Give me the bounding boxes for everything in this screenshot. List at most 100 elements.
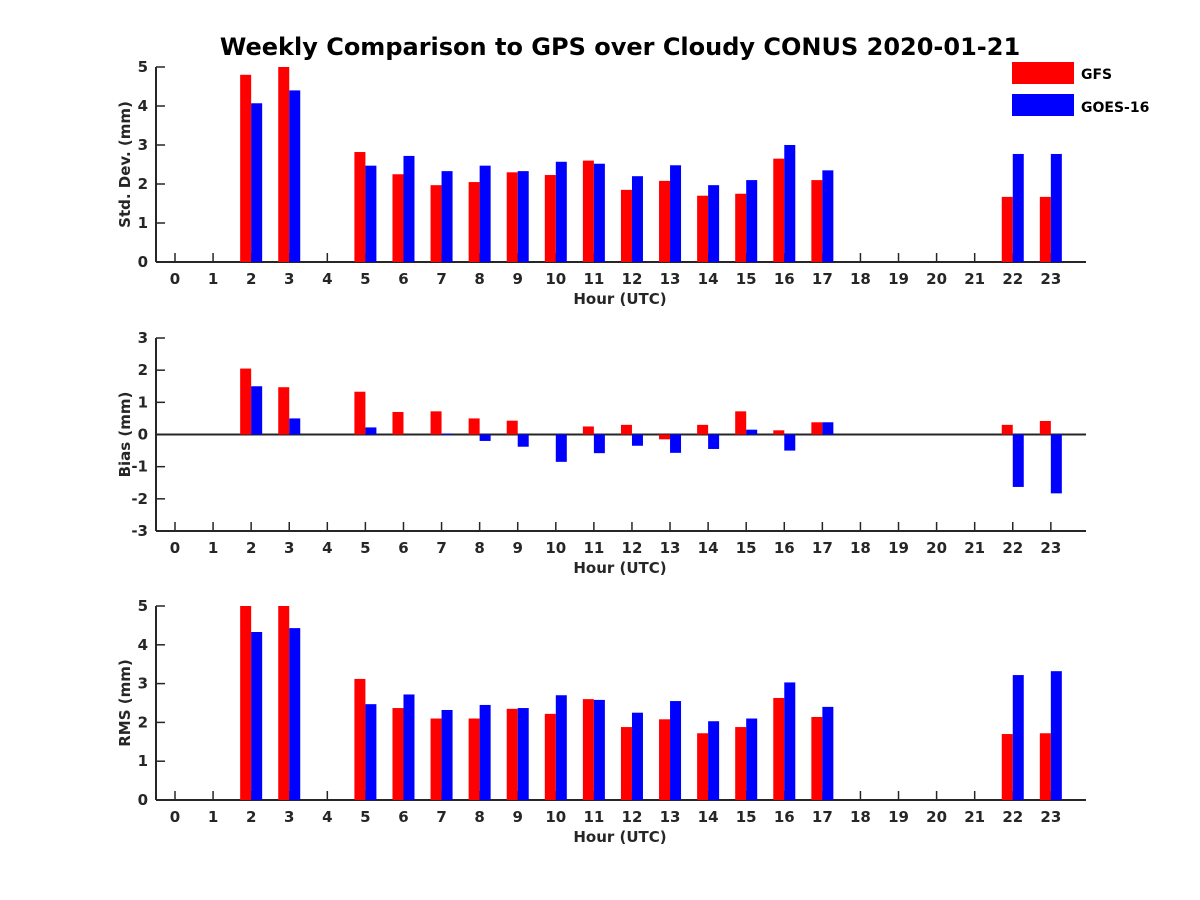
rms-x-tick-label: 4	[322, 808, 332, 826]
bias-bar-gfs	[773, 430, 785, 435]
rms-bar-gfs	[278, 606, 290, 800]
bias-x-tick-label: 17	[812, 539, 833, 557]
bias-bar-goes16	[441, 433, 453, 435]
bias-x-tick-label: 20	[926, 539, 947, 557]
stddev-x-tick-label: 1	[208, 270, 218, 288]
stddev-bar-gfs	[544, 175, 556, 262]
legend: GFS GOES-16	[1012, 62, 1149, 116]
stddev-x-tick-label: 23	[1040, 270, 1061, 288]
rms-bar-gfs	[697, 733, 709, 800]
rms-x-tick-label: 12	[622, 808, 643, 826]
bias-x-tick-label: 22	[1002, 539, 1023, 557]
stddev-bar-gfs	[354, 152, 366, 262]
stddev-bar-gfs	[697, 195, 709, 262]
bias-bar-goes16	[670, 434, 682, 453]
bias-bar-gfs	[1039, 420, 1051, 435]
rms-bar-goes16	[593, 699, 605, 800]
bias-bar-gfs	[468, 418, 480, 435]
bias-x-tick-label: 18	[850, 539, 871, 557]
rms-y-tick-label: 1	[138, 752, 148, 770]
stddev-bar-gfs	[811, 180, 823, 262]
bias-bar-goes16	[784, 434, 796, 451]
rms-x-tick-label: 19	[888, 808, 909, 826]
stddev-x-tick-label: 12	[622, 270, 643, 288]
stddev-bar-goes16	[670, 165, 682, 262]
rms-bar-gfs	[468, 718, 480, 800]
rms-x-tick-label: 1	[208, 808, 218, 826]
bias-y-tick-label: -2	[131, 490, 148, 508]
rms-bar-goes16	[555, 695, 567, 800]
stddev-bar-goes16	[631, 176, 643, 262]
rms-bar-gfs	[354, 678, 366, 800]
rms-bar-goes16	[517, 708, 529, 800]
rms-bar-gfs	[811, 716, 823, 800]
rms-y-tick-label: 4	[138, 636, 148, 654]
bias-x-tick-label: 7	[436, 539, 446, 557]
stddev-x-tick-label: 20	[926, 270, 947, 288]
rms-x-tick-label: 9	[513, 808, 523, 826]
bias-x-tick-label: 21	[964, 539, 985, 557]
stddev-y-tick-label: 5	[138, 58, 148, 76]
bias-bar-goes16	[479, 434, 491, 441]
bias-bar-gfs	[811, 422, 823, 435]
rms-x-tick-label: 16	[774, 808, 795, 826]
bias-bar-gfs	[1001, 424, 1013, 435]
rms-bar-gfs	[582, 699, 594, 800]
stddev-x-tick-label: 14	[698, 270, 719, 288]
stddev-bar-goes16	[365, 165, 377, 262]
bias-bar-goes16	[517, 434, 529, 447]
rms-x-tick-label: 20	[926, 808, 947, 826]
rms-x-tick-label: 2	[246, 808, 256, 826]
rms-bar-goes16	[784, 682, 796, 800]
rms-bar-gfs	[240, 606, 252, 800]
rms-x-axis-label: Hour (UTC)	[573, 828, 666, 846]
rms-bar-goes16	[403, 694, 415, 800]
chart-title: Weekly Comparison to GPS over Cloudy CON…	[220, 33, 1020, 61]
bias-bar-gfs	[278, 387, 290, 435]
bias-x-tick-label: 4	[322, 539, 332, 557]
bias-bar-goes16	[555, 434, 567, 462]
bias-bar-gfs	[735, 411, 747, 435]
stddev-bar-goes16	[1050, 153, 1062, 262]
bias-y-tick-label: 0	[138, 426, 148, 444]
bias-y-tick-label: 1	[138, 393, 148, 411]
bias-bar-gfs	[392, 411, 404, 435]
bias-x-tick-label: 10	[545, 539, 566, 557]
rms-bar-goes16	[365, 704, 377, 800]
stddev-bar-gfs	[1039, 196, 1051, 262]
stddev-bar-goes16	[708, 185, 720, 262]
bias-x-tick-label: 0	[170, 539, 180, 557]
rms-bar-goes16	[441, 709, 453, 800]
rms-bar-gfs	[544, 713, 556, 800]
rms-bar-goes16	[1050, 671, 1062, 800]
bias-bar-goes16	[746, 429, 758, 435]
stddev-bar-gfs	[240, 74, 252, 262]
stddev-bar-gfs	[735, 193, 747, 262]
bias-bar-gfs	[506, 420, 518, 435]
rms-x-tick-label: 21	[964, 808, 985, 826]
rms-bar-gfs	[506, 708, 518, 800]
rms-x-tick-label: 22	[1002, 808, 1023, 826]
rms-x-tick-label: 15	[736, 808, 757, 826]
stddev-bar-gfs	[1001, 196, 1013, 262]
stddev-bar-gfs	[468, 182, 480, 262]
stddev-y-tick-label: 2	[138, 175, 148, 193]
stddev-bar-goes16	[593, 163, 605, 262]
stddev-bar-gfs	[392, 174, 404, 262]
rms-bar-gfs	[1039, 733, 1051, 800]
stddev-bar-gfs	[773, 158, 785, 262]
rms-bar-gfs	[392, 708, 404, 800]
bias-bar-goes16	[708, 434, 720, 449]
stddev-x-tick-label: 6	[398, 270, 408, 288]
stddev-bar-goes16	[479, 165, 491, 262]
stddev-bar-goes16	[517, 171, 529, 262]
rms-bar-goes16	[746, 718, 758, 800]
rms-bar-goes16	[708, 721, 720, 800]
stddev-bar-goes16	[1012, 153, 1024, 262]
stddev-bar-gfs	[278, 67, 290, 262]
rms-bar-gfs	[430, 718, 442, 800]
stddev-bar-goes16	[784, 145, 796, 262]
rms-y-tick-label: 0	[138, 791, 148, 809]
